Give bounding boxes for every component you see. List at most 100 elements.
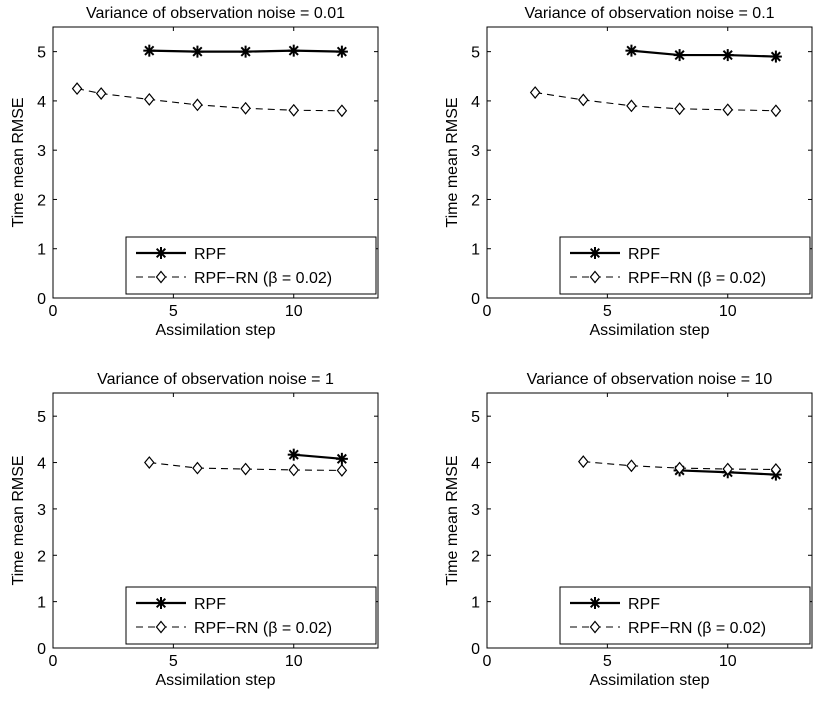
data-point-rpf-rn (192, 98, 203, 112)
data-point-rpf-rn (770, 463, 782, 476)
data-point-rpf (625, 44, 638, 57)
legend-marker-rpf-rn (155, 620, 167, 634)
data-point-rpf-rn (674, 461, 685, 475)
y-axis-label: Time mean RMSE (444, 455, 461, 585)
legend-marker-rpf-rn (155, 270, 167, 284)
y-tick-label: 0 (37, 641, 46, 658)
data-point-rpf-rn (71, 82, 83, 96)
legend-box (125, 586, 377, 645)
data-point-rpf-rn (722, 103, 734, 117)
data-point-rpf (335, 45, 348, 58)
x-tick-label: 10 (719, 653, 737, 670)
axes-frame (486, 392, 813, 649)
x-tick-label: 5 (169, 303, 178, 320)
x-tick-label: 5 (169, 653, 178, 670)
y-tick-label: 3 (471, 143, 480, 160)
data-point-rpf-rn (529, 86, 541, 99)
chart-title: Variance of observation noise = 0.01 (86, 5, 345, 22)
y-tick-label: 3 (471, 502, 480, 519)
y-tick-label: 1 (37, 242, 46, 259)
y-tick-label: 5 (37, 45, 46, 62)
data-point-rpf (239, 45, 252, 58)
axes-frame (52, 26, 379, 299)
y-tick-label: 0 (471, 641, 480, 658)
chart-title: Variance of observation noise = 10 (527, 371, 773, 388)
x-axis-label: Assimilation step (155, 672, 275, 689)
chart-title: Variance of observation noise = 1 (97, 371, 334, 388)
x-tick-label: 0 (49, 653, 58, 670)
legend-label-rpf: RPF (194, 596, 226, 613)
x-tick-label: 10 (719, 303, 737, 320)
y-tick-label: 3 (37, 143, 46, 160)
x-tick-label: 5 (603, 303, 612, 320)
legend-label-rpf-rn: RPF−RN (β = 0.02) (628, 270, 766, 287)
data-point-rpf-rn (674, 102, 685, 116)
legend-label-rpf-rn: RPF−RN (β = 0.02) (194, 270, 332, 287)
legend-marker-rpf (155, 247, 167, 259)
series-line-rpf (631, 49, 776, 58)
data-point-rpf (287, 448, 300, 461)
data-point-rpf-rn (722, 462, 734, 476)
legend-label-rpf-rn: RPF−RN (β = 0.02) (194, 620, 332, 637)
y-tick-label: 2 (37, 192, 46, 209)
x-tick-label: 5 (603, 653, 612, 670)
y-tick-label: 0 (37, 291, 46, 308)
data-point-rpf (721, 49, 734, 62)
y-tick-label: 4 (37, 456, 46, 473)
legend-marker-rpf (155, 597, 167, 609)
y-axis-label: Time mean RMSE (444, 97, 461, 227)
data-point-rpf (673, 49, 686, 62)
data-point-rpf-rn (144, 456, 155, 469)
data-point-rpf-rn (770, 104, 782, 118)
data-point-rpf-rn (288, 463, 300, 477)
data-point-rpf (191, 45, 204, 58)
x-tick-label: 0 (49, 303, 58, 320)
x-tick-label: 0 (483, 303, 492, 320)
axes-frame (486, 26, 813, 299)
series-line-rpf (293, 453, 342, 460)
y-axis-label: Time mean RMSE (10, 455, 27, 585)
data-point-rpf-rn (626, 459, 637, 473)
x-tick-label: 10 (285, 303, 303, 320)
series-line-rpf-rn (76, 88, 342, 112)
legend-marker-rpf-rn (589, 270, 601, 284)
data-point-rpf-rn (578, 455, 589, 469)
data-point-rpf-rn (144, 92, 155, 106)
legend-box (125, 236, 377, 295)
data-point-rpf-rn (95, 87, 107, 100)
y-tick-label: 5 (37, 409, 46, 426)
y-tick-label: 5 (471, 45, 480, 62)
legend-label-rpf: RPF (194, 246, 226, 263)
y-tick-label: 5 (471, 409, 480, 426)
y-tick-label: 1 (471, 595, 480, 612)
x-axis-label: Assimilation step (589, 322, 709, 339)
x-tick-label: 10 (285, 653, 303, 670)
y-tick-label: 2 (471, 548, 480, 565)
y-tick-label: 4 (471, 456, 480, 473)
x-axis-label: Assimilation step (589, 672, 709, 689)
data-point-rpf-rn (336, 463, 348, 477)
legend-label-rpf: RPF (628, 596, 660, 613)
y-tick-label: 1 (471, 242, 480, 259)
y-axis-label: Time mean RMSE (10, 97, 27, 227)
y-tick-label: 4 (471, 94, 480, 111)
x-axis-label: Assimilation step (155, 322, 275, 339)
data-point-rpf-rn (240, 462, 251, 476)
legend-marker-rpf (589, 597, 601, 609)
legend-label-rpf-rn: RPF−RN (β = 0.02) (628, 620, 766, 637)
legend-marker-rpf-rn (589, 620, 601, 634)
legend-box (559, 586, 811, 645)
axes-frame (52, 392, 379, 649)
data-point-rpf (335, 452, 348, 465)
legend-box (559, 236, 811, 295)
y-tick-label: 0 (471, 291, 480, 308)
data-point-rpf-rn (240, 101, 251, 115)
data-point-rpf-rn (192, 461, 203, 475)
y-tick-label: 2 (37, 548, 46, 565)
data-point-rpf (287, 44, 300, 57)
data-point-rpf-rn (288, 103, 300, 117)
chart-panel-2: Variance of observation noise = 0.1 0 5 10 0… (444, 5, 813, 339)
legend-label-rpf: RPF (628, 246, 660, 263)
data-point-rpf-rn (336, 104, 348, 118)
